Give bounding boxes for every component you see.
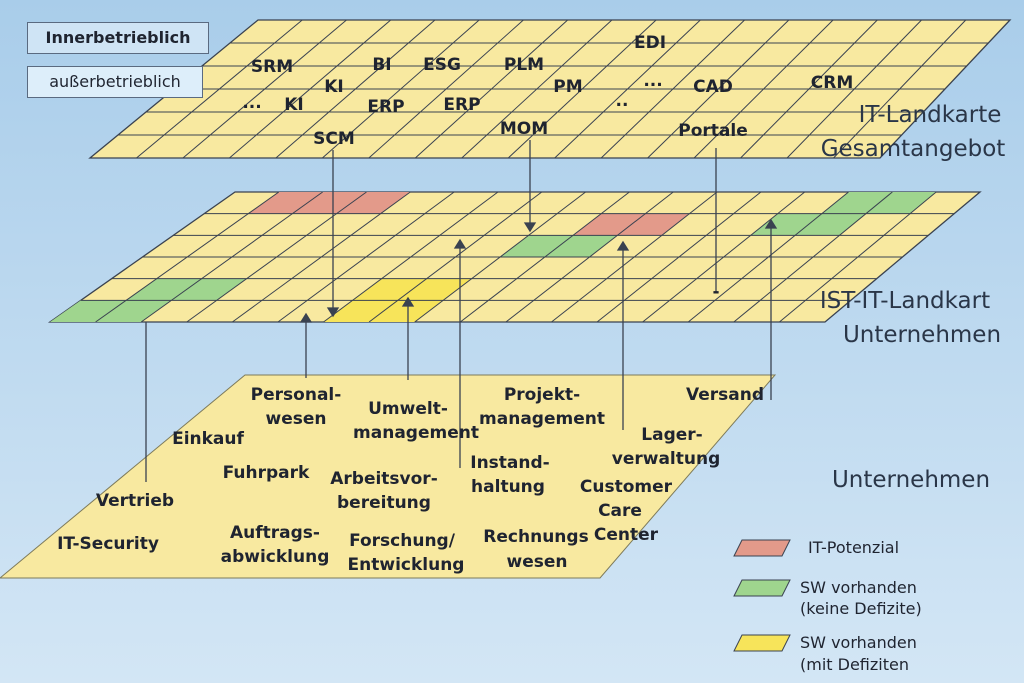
label-dots-1: ... (643, 71, 662, 91)
label-ki-2: KI (284, 95, 304, 115)
label-scm: SCM (313, 129, 355, 149)
innerbetrieblich-box: Innerbetrieblich (27, 22, 209, 54)
dept-forschung-line2: Entwicklung (348, 555, 465, 575)
label-mom: MOM (500, 119, 548, 139)
label-erp-2: ERP (443, 95, 480, 115)
dept-auftrag-line1: Auftrags- (230, 523, 320, 543)
dept-fuhrpark: Fuhrpark (223, 463, 310, 483)
dept-personal-line2: wesen (266, 409, 327, 429)
legend-swatch-red (733, 539, 791, 557)
bottom-layer-title: Unternehmen (832, 467, 990, 493)
arrow-lager (616, 240, 630, 251)
dept-instand-line1: Instand- (470, 453, 549, 473)
label-bi: BI (372, 55, 391, 75)
legend-potential: IT-Potenzial (808, 538, 899, 557)
top-layer-title: IT-Landkarte (859, 102, 1002, 128)
dept-umwelt-line1: Umwelt- (368, 399, 448, 419)
label-dots-3: .. (616, 91, 629, 111)
middle-layer-subtitle: Unternehmen (843, 322, 1001, 348)
dept-projekt-line1: Projekt- (504, 385, 580, 405)
label-cad: CAD (693, 77, 733, 97)
label-pm: PM (553, 77, 582, 97)
department-labels: Personal- wesen Umwelt- management Proje… (57, 385, 764, 575)
arrow-mom (523, 222, 537, 233)
arrow-scm (326, 307, 340, 318)
middle-dash: - (712, 282, 719, 302)
legend-swatch-green (733, 579, 791, 597)
bottom-plane (0, 374, 777, 579)
middle-grid (50, 191, 955, 323)
dept-lager-line2: verwaltung (612, 449, 721, 469)
label-erp-1: ERP (367, 97, 404, 117)
legend-yellow-line2: (mit Defiziten (800, 655, 909, 674)
dept-forschung-line1: Forschung/ (349, 531, 456, 551)
dept-einkauf: Einkauf (172, 429, 244, 449)
top-grid (118, 19, 989, 159)
legend: IT-Potenzial SW vorhanden (keine Defizit… (733, 538, 922, 674)
arrow-umwelt (401, 296, 415, 307)
dept-vertrieb: Vertrieb (96, 491, 174, 511)
arrow-versand (764, 218, 778, 229)
top-plane (88, 19, 1012, 159)
label-esg: ESG (423, 55, 461, 75)
legend-yellow-line1: SW vorhanden (800, 633, 917, 652)
arrow-instand (453, 238, 467, 249)
dept-umwelt-line2: management (353, 423, 479, 443)
dept-instand-line2: haltung (471, 477, 545, 497)
dept-rechnung-line1: Rechnungs (483, 527, 588, 547)
top-layer-subtitle: Gesamtangebot (821, 136, 1006, 162)
dept-personal-line1: Personal- (251, 385, 342, 405)
grid-cell-red (248, 192, 411, 214)
legend-green-line1: SW vorhanden (800, 578, 917, 597)
middle-layer-title: IST-IT-Landkart (820, 288, 990, 314)
label-plm: PLM (504, 55, 544, 75)
dept-arbeit-line1: Arbeitsvor- (330, 469, 438, 489)
label-crm: CRM (811, 73, 853, 93)
dept-auftrag-line2: abwicklung (221, 547, 330, 567)
dept-versand: Versand (686, 385, 764, 405)
dept-projekt-line2: management (479, 409, 605, 429)
middle-plane (47, 191, 982, 323)
label-srm: SRM (251, 57, 293, 77)
label-portale: Portale (678, 121, 747, 141)
dept-customer-line2: Care (598, 501, 642, 521)
dept-arbeit-line2: bereitung (337, 493, 431, 513)
dept-lager-line1: Lager- (641, 425, 702, 445)
legend-swatch-yellow (733, 634, 791, 652)
dept-customer-line1: Customer (580, 477, 673, 497)
label-edi: EDI (634, 33, 666, 53)
connector-lines (145, 140, 778, 482)
dept-itsecurity: IT-Security (57, 534, 159, 554)
label-ki-1: KI (324, 77, 344, 97)
ausserbetrieblich-box: außerbetrieblich (27, 66, 203, 98)
top-labels: EDI SRM BI ESG PLM KI PM ... CAD CRM ...… (242, 33, 853, 149)
arrow-personal (299, 312, 313, 323)
label-dots-2: ... (242, 93, 261, 113)
legend-green-line2: (keine Defizite) (800, 599, 922, 618)
dept-customer-line3: Center (594, 525, 659, 545)
dept-rechnung-line2: wesen (507, 552, 568, 572)
